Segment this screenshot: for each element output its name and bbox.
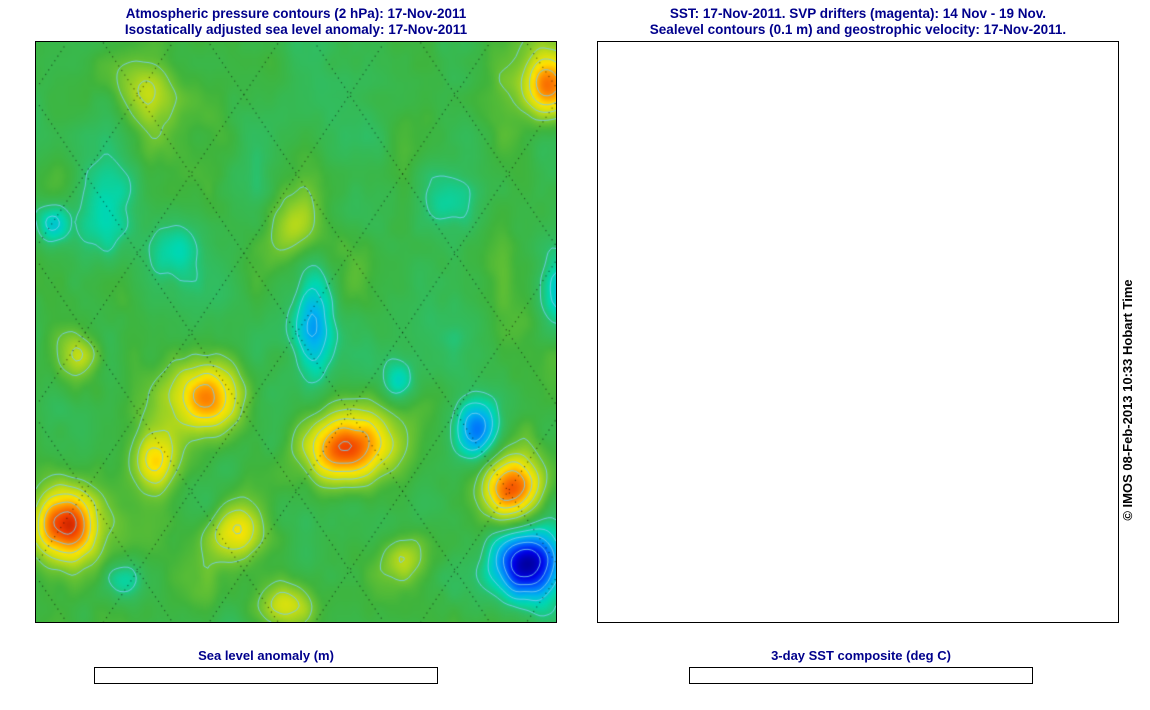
right-colorbar	[689, 667, 1033, 684]
left-colorbar	[94, 667, 438, 684]
left-title-line1: Atmospheric pressure contours (2 hPa): 1…	[125, 6, 467, 21]
right-colorbar-canvas	[690, 668, 1032, 683]
left-colorbar-canvas	[95, 668, 437, 683]
left-map-plot	[35, 41, 557, 623]
watermark: © IMOS 08-Feb-2013 10:33 Hobart Time	[1120, 279, 1135, 521]
left-panel-title: Atmospheric pressure contours (2 hPa): 1…	[36, 6, 556, 38]
right-panel-title: SST: 17-Nov-2011. SVP drifters (magenta)…	[598, 6, 1118, 38]
left-colorbar-label: Sea level anomaly (m)	[198, 648, 334, 663]
left-title-line2: Isostatically adjusted sea level anomaly…	[124, 22, 468, 37]
right-title-line2: Sealevel contours (0.1 m) and geostrophi…	[649, 22, 1067, 37]
right-colorbar-label: 3-day SST composite (deg C)	[771, 648, 951, 663]
right-map-plot	[597, 41, 1119, 623]
right-title-line1: SST: 17-Nov-2011. SVP drifters (magenta)…	[669, 6, 1047, 21]
right-map-canvas	[598, 42, 1118, 622]
left-map-canvas	[36, 42, 556, 622]
